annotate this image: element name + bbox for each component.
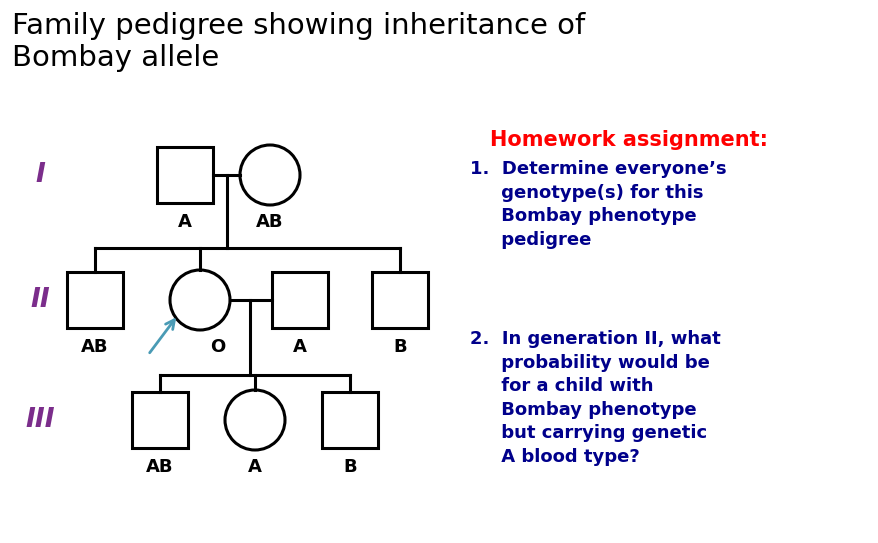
Bar: [371, 272, 428, 328]
Bar: [271, 272, 327, 328]
Text: B: B: [342, 458, 356, 476]
Circle shape: [225, 390, 284, 450]
Text: II: II: [30, 287, 50, 313]
Text: AB: AB: [81, 338, 109, 356]
Text: Family pedigree showing inheritance of
Bombay allele: Family pedigree showing inheritance of B…: [12, 12, 585, 72]
FancyArrowPatch shape: [149, 320, 174, 353]
Circle shape: [169, 270, 230, 330]
Text: III: III: [25, 407, 54, 433]
Circle shape: [240, 145, 299, 205]
Text: A: A: [248, 458, 262, 476]
Text: AB: AB: [256, 213, 284, 231]
Text: Homework assignment:: Homework assignment:: [489, 130, 767, 150]
Text: A: A: [292, 338, 306, 356]
Text: O: O: [210, 338, 226, 356]
Bar: [67, 272, 123, 328]
Bar: [321, 392, 378, 448]
Text: 2.  In generation II, what
     probability would be
     for a child with
     : 2. In generation II, what probability wo…: [470, 330, 720, 466]
Text: A: A: [178, 213, 191, 231]
Text: B: B: [392, 338, 407, 356]
Text: I: I: [35, 162, 45, 188]
Text: 1.  Determine everyone’s
     genotype(s) for this
     Bombay phenotype
     pe: 1. Determine everyone’s genotype(s) for …: [470, 160, 726, 249]
Bar: [132, 392, 188, 448]
Text: AB: AB: [146, 458, 174, 476]
Bar: [157, 147, 212, 203]
